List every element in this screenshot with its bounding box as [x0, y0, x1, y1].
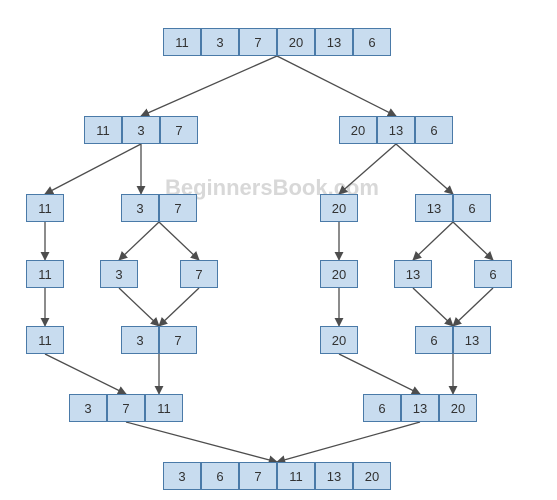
array-cell: 13	[415, 194, 453, 222]
edge-arrow	[277, 422, 420, 462]
array-cell: 11	[26, 326, 64, 354]
array-cell: 20	[339, 116, 377, 144]
array-cell: 3	[100, 260, 138, 288]
array-cell: 20	[439, 394, 477, 422]
edge-arrow	[159, 222, 199, 260]
edge-arrow	[413, 222, 453, 260]
edge-arrow	[141, 56, 277, 116]
array-cell: 6	[474, 260, 512, 288]
array-cell: 7	[239, 28, 277, 56]
edge-arrow	[339, 354, 420, 394]
array-cell: 6	[453, 194, 491, 222]
array-cell: 20	[277, 28, 315, 56]
edge-arrow	[119, 222, 159, 260]
edge-arrow	[126, 422, 277, 462]
array-cell: 6	[201, 462, 239, 490]
edge-arrow	[277, 56, 396, 116]
array-cell: 7	[160, 116, 198, 144]
array-cell: 6	[363, 394, 401, 422]
array-cell: 3	[163, 462, 201, 490]
edge-arrow	[413, 288, 453, 326]
array-cell: 7	[107, 394, 145, 422]
array-cell: 3	[69, 394, 107, 422]
array-cell: 11	[145, 394, 183, 422]
edge-arrow	[45, 354, 126, 394]
array-cell: 11	[26, 194, 64, 222]
array-cell: 13	[315, 462, 353, 490]
array-cell: 11	[26, 260, 64, 288]
array-cell: 3	[201, 28, 239, 56]
edge-arrow	[453, 288, 493, 326]
array-cell: 13	[377, 116, 415, 144]
array-cell: 3	[122, 116, 160, 144]
array-cell: 11	[277, 462, 315, 490]
array-cell: 13	[453, 326, 491, 354]
array-cell: 11	[163, 28, 201, 56]
edge-arrow	[159, 288, 199, 326]
array-cell: 13	[315, 28, 353, 56]
array-cell: 7	[239, 462, 277, 490]
edge-arrow	[45, 144, 141, 194]
array-cell: 13	[394, 260, 432, 288]
array-cell: 20	[353, 462, 391, 490]
array-cell: 20	[320, 194, 358, 222]
array-cell: 3	[121, 194, 159, 222]
array-cell: 20	[320, 260, 358, 288]
array-cell: 11	[84, 116, 122, 144]
array-cell: 7	[180, 260, 218, 288]
edge-arrow	[396, 144, 453, 194]
array-cell: 20	[320, 326, 358, 354]
array-cell: 6	[415, 116, 453, 144]
array-cell: 6	[353, 28, 391, 56]
edge-arrow	[119, 288, 159, 326]
array-cell: 6	[415, 326, 453, 354]
array-cell: 7	[159, 194, 197, 222]
array-cell: 3	[121, 326, 159, 354]
edge-arrow	[339, 144, 396, 194]
array-cell: 13	[401, 394, 439, 422]
edge-arrow	[453, 222, 493, 260]
array-cell: 7	[159, 326, 197, 354]
edge-layer	[0, 0, 557, 500]
